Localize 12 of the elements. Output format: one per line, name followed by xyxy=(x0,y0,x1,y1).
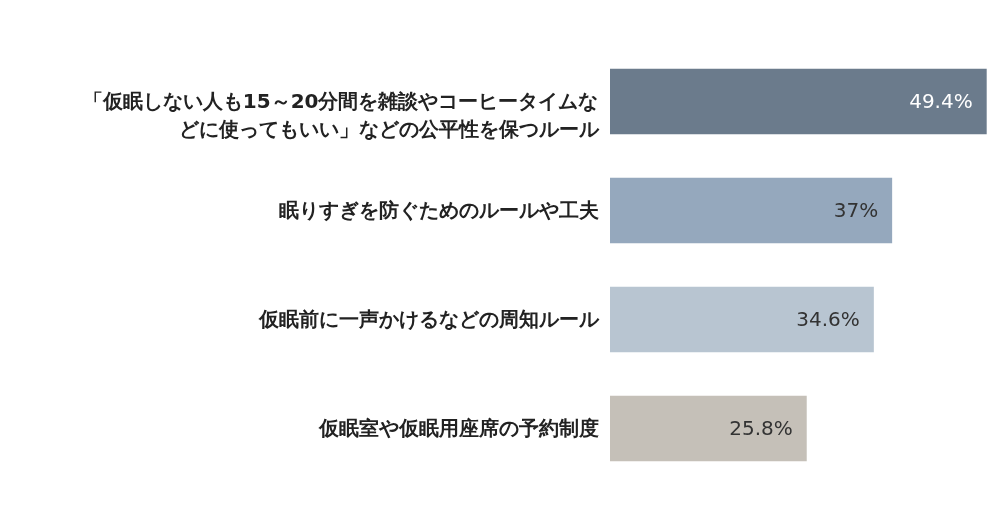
data-label: 34.6% xyxy=(796,306,860,331)
data-label: 25.8% xyxy=(729,415,793,440)
data-label: 49.4% xyxy=(909,88,973,113)
bar xyxy=(610,286,874,353)
y-tick-label: 仮眠前に一声かけるなどの周知ルール xyxy=(257,306,600,331)
y-tick-label: 「仮眠しない人も15～20分間を雑談やコーヒータイムなどに使ってもいい」などの公平性を保つルール xyxy=(82,88,600,141)
y-tick-label: 仮眠室や仮眠用座席の予約制度 xyxy=(317,415,599,440)
y-tick-label: 眠りすぎを防ぐためのルールや工夫 xyxy=(278,197,599,222)
bar xyxy=(610,177,893,244)
data-label: 37% xyxy=(833,197,879,222)
bar xyxy=(610,395,807,462)
bar xyxy=(610,68,987,135)
